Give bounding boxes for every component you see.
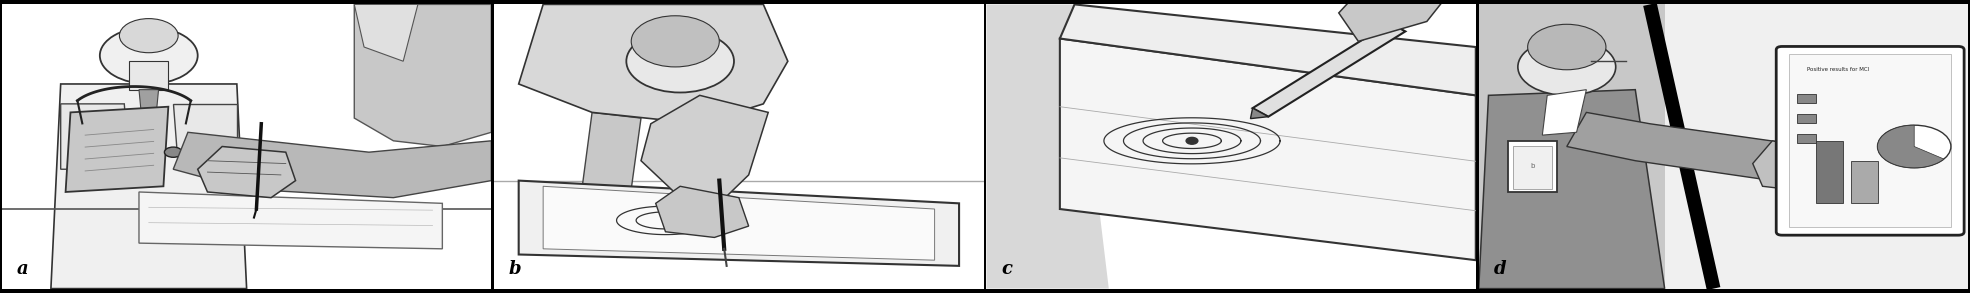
Polygon shape: [1479, 4, 1665, 289]
Polygon shape: [1253, 23, 1405, 117]
Bar: [1513, 146, 1552, 189]
Polygon shape: [518, 180, 959, 266]
Circle shape: [164, 147, 181, 157]
Text: b: b: [508, 260, 522, 278]
Polygon shape: [355, 4, 418, 61]
Text: Positive results for MCI: Positive results for MCI: [1806, 67, 1870, 72]
Polygon shape: [197, 146, 296, 198]
Circle shape: [630, 16, 719, 67]
Bar: [1789, 54, 1950, 227]
Polygon shape: [987, 4, 1109, 289]
Bar: [1797, 134, 1816, 143]
Polygon shape: [1877, 125, 1944, 168]
Polygon shape: [1566, 113, 1830, 180]
Text: c: c: [1001, 260, 1013, 278]
Bar: [1850, 161, 1877, 203]
Polygon shape: [65, 107, 167, 192]
Polygon shape: [140, 192, 443, 249]
Polygon shape: [1060, 4, 1476, 95]
Polygon shape: [1665, 4, 1968, 289]
Circle shape: [1527, 24, 1606, 70]
Polygon shape: [173, 132, 491, 198]
Polygon shape: [61, 104, 130, 169]
Polygon shape: [51, 84, 246, 289]
Polygon shape: [583, 113, 640, 189]
FancyBboxPatch shape: [1777, 47, 1964, 235]
Text: d: d: [1493, 260, 1505, 278]
Bar: [1797, 114, 1816, 123]
Polygon shape: [1509, 141, 1556, 192]
Polygon shape: [544, 186, 934, 260]
Text: b: b: [1531, 163, 1535, 169]
Polygon shape: [1060, 38, 1476, 260]
Polygon shape: [656, 186, 749, 237]
Polygon shape: [1479, 90, 1665, 289]
Circle shape: [626, 30, 735, 93]
Polygon shape: [1753, 141, 1840, 192]
Circle shape: [1186, 137, 1198, 144]
Polygon shape: [518, 4, 788, 124]
Polygon shape: [173, 104, 236, 169]
Polygon shape: [1543, 90, 1586, 135]
Polygon shape: [1251, 108, 1269, 119]
Polygon shape: [140, 90, 158, 141]
Circle shape: [120, 19, 177, 53]
Polygon shape: [355, 4, 491, 146]
Circle shape: [100, 27, 197, 84]
Circle shape: [1517, 38, 1615, 95]
Polygon shape: [1340, 0, 1456, 41]
Text: a: a: [16, 260, 28, 278]
Circle shape: [1877, 125, 1950, 168]
Bar: [1797, 94, 1816, 103]
Bar: [130, 61, 167, 90]
Bar: [1816, 141, 1844, 203]
Polygon shape: [640, 95, 768, 203]
